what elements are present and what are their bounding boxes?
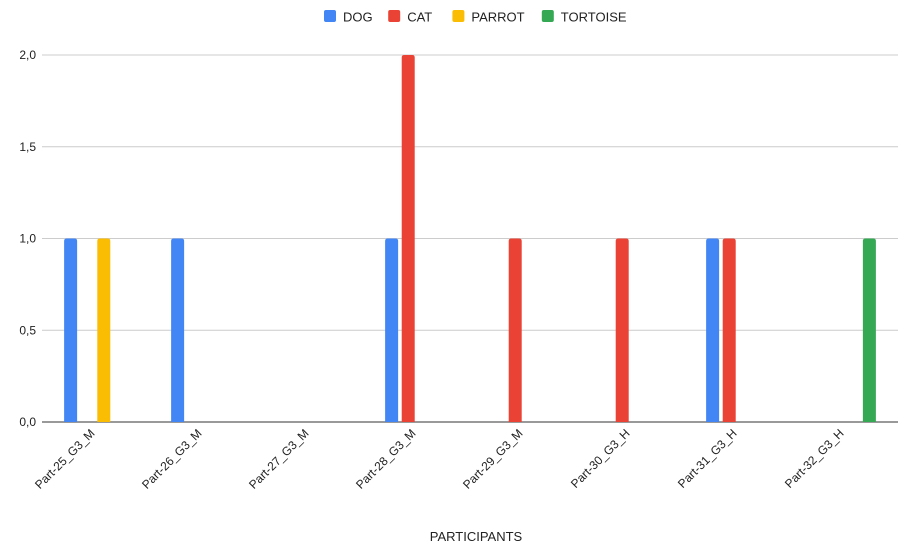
- x-axis-title: PARTICIPANTS: [430, 529, 523, 544]
- bar-cat-part-28_g3_m: [401, 55, 415, 422]
- legend-label: CAT: [407, 10, 432, 25]
- bar-dog-part-31_g3_h: [706, 238, 720, 422]
- bar-dog-part-28_g3_m: [385, 238, 399, 422]
- legend: DOG CAT PARROT TORTOISE: [324, 10, 627, 25]
- bar-dog-part-26_g3_m: [171, 238, 185, 422]
- legend-label: TORTOISE: [561, 10, 627, 25]
- bar-cat-part-31_g3_h: [722, 238, 736, 422]
- x-tick-label: Part-28_G3_M: [353, 426, 419, 492]
- x-tick-label: Part-25_G3_M: [32, 426, 98, 492]
- legend-label: DOG: [343, 10, 373, 25]
- y-tick-label: 0,5: [19, 323, 36, 337]
- bars: [64, 55, 876, 422]
- legend-item-parrot: PARROT: [452, 10, 525, 25]
- legend-label: PARROT: [471, 10, 524, 25]
- x-tick-label: Part-30_G3_H: [568, 426, 633, 491]
- y-tick-label: 2,0: [19, 48, 36, 62]
- x-axis: Part-25_G3_M Part-26_G3_M Part-27_G3_M Part…: [32, 426, 847, 492]
- legend-swatch: [452, 10, 465, 22]
- y-tick-label: 1,0: [19, 232, 36, 246]
- x-tick-label: Part-26_G3_M: [139, 426, 205, 492]
- x-tick-label: Part-27_G3_M: [246, 426, 312, 492]
- legend-swatch: [388, 10, 401, 22]
- legend-item-dog: DOG: [324, 10, 373, 25]
- y-tick-label: 0,0: [19, 415, 36, 429]
- bar-cat-part-29_g3_m: [508, 238, 522, 422]
- bar-parrot-part-25_g3_m: [97, 238, 111, 422]
- y-axis: 0,0 0,5 1,0 1,5 2,0: [19, 48, 36, 429]
- x-tick-label: Part-32_G3_H: [782, 426, 847, 491]
- legend-item-tortoise: TORTOISE: [541, 10, 627, 25]
- bar-cat-part-30_g3_h: [615, 238, 629, 422]
- x-tick-label: Part-29_G3_M: [460, 426, 526, 492]
- legend-item-cat: CAT: [388, 10, 432, 25]
- bar-dog-part-25_g3_m: [64, 238, 78, 422]
- legend-swatch: [541, 10, 554, 22]
- y-tick-label: 1,5: [19, 140, 36, 154]
- grid: [42, 54, 898, 423]
- x-tick-label: Part-31_G3_H: [675, 426, 740, 491]
- legend-swatch: [324, 10, 336, 22]
- bar-tortoise-part-32_g3_h: [862, 238, 876, 422]
